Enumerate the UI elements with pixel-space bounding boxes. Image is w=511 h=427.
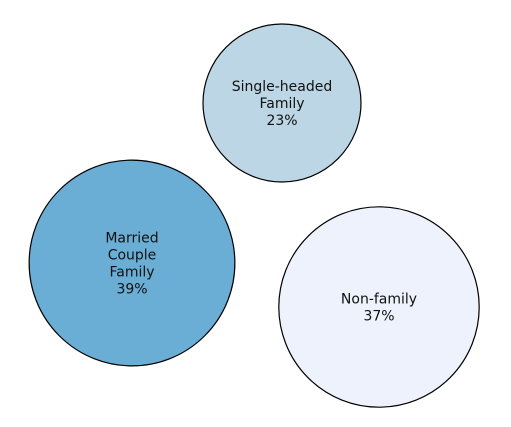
bubble-value-label: 23% bbox=[266, 113, 297, 129]
bubbles-layer bbox=[28, 23, 480, 408]
bubble-value-label: 39% bbox=[116, 282, 147, 298]
bubble-category-label-line: Family bbox=[109, 265, 154, 281]
bubble-category-label-line: Family bbox=[259, 96, 304, 112]
bubble-category-label-line: Couple bbox=[108, 248, 157, 264]
bubble-label-married-couple-family: Married Couple Family 39% bbox=[105, 231, 158, 298]
bubble-single-headed-family bbox=[202, 23, 362, 183]
bubble-value-label: 37% bbox=[363, 309, 394, 325]
bubble-category-label-line: Non-family bbox=[341, 292, 417, 308]
bubble-label-single-headed-family: Single-headed Family 23% bbox=[232, 79, 333, 129]
bubble-category-label-line: Married bbox=[105, 231, 158, 247]
bubble-non-family bbox=[278, 206, 480, 408]
bubble-category-label-line: Single-headed bbox=[232, 79, 333, 95]
bubble-married-couple-family bbox=[28, 159, 236, 367]
bubble-label-non-family: Non-family 37% bbox=[341, 292, 417, 325]
labels-layer: Single-headed Family 23%Married Couple Famil… bbox=[105, 79, 417, 325]
